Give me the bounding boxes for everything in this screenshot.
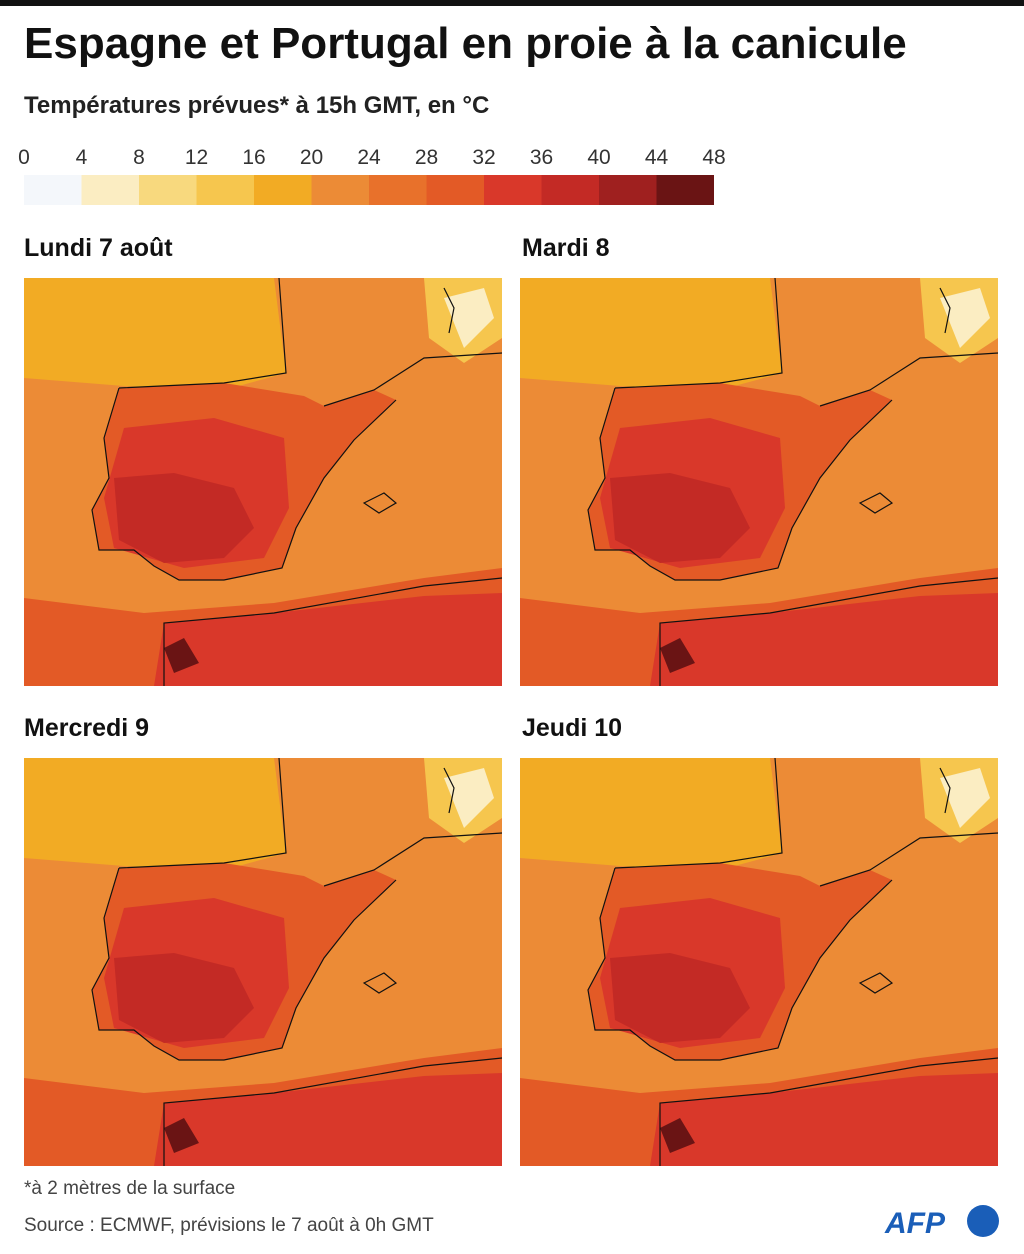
afp-logo: AFP bbox=[884, 1207, 946, 1240]
temperature-map bbox=[23, 277, 503, 687]
afp-logo-dot bbox=[967, 1205, 999, 1237]
map-panels: Lundi 7 août Mardi 8 Mercredi 9 Jeudi 10 bbox=[23, 234, 999, 1167]
legend-swatch bbox=[541, 175, 599, 205]
legend-swatch bbox=[599, 175, 657, 205]
legend-swatch bbox=[196, 175, 254, 205]
legend-tick-label: 44 bbox=[645, 146, 669, 169]
legend-swatch bbox=[311, 175, 369, 205]
temperature-map bbox=[519, 277, 999, 687]
panel-title: Mardi 8 bbox=[522, 234, 610, 262]
temperature-map bbox=[519, 757, 999, 1167]
panel-title: Jeudi 10 bbox=[522, 714, 622, 742]
top-bar bbox=[0, 0, 1024, 6]
legend-swatch bbox=[81, 175, 139, 205]
legend: 0 4 8 12 16 20 24 28 32 36 40 44 48 bbox=[18, 146, 726, 205]
legend-swatch bbox=[656, 175, 714, 205]
legend-tick-label: 32 bbox=[472, 146, 495, 169]
legend-swatch bbox=[254, 175, 312, 205]
legend-tick-label: 40 bbox=[587, 146, 610, 169]
legend-swatch bbox=[139, 175, 197, 205]
title: Espagne et Portugal en proie à la canicu… bbox=[24, 19, 907, 68]
legend-tick-label: 20 bbox=[300, 146, 323, 169]
legend-tick-label: 4 bbox=[76, 146, 88, 169]
footnote: *à 2 mètres de la surface bbox=[24, 1178, 235, 1199]
source: Source : ECMWF, prévisions le 7 août à 0… bbox=[24, 1215, 434, 1236]
legend-tick-label: 0 bbox=[18, 146, 30, 169]
legend-tick-label: 24 bbox=[357, 146, 381, 169]
temperature-map bbox=[23, 757, 503, 1167]
legend-tick-label: 48 bbox=[702, 146, 725, 169]
legend-tick-label: 36 bbox=[530, 146, 553, 169]
panel-title: Mercredi 9 bbox=[24, 714, 149, 742]
legend-swatch bbox=[484, 175, 542, 205]
legend-tick-label: 28 bbox=[415, 146, 438, 169]
legend-tick-label: 16 bbox=[242, 146, 265, 169]
subtitle: Températures prévues* à 15h GMT, en °C bbox=[24, 92, 489, 119]
legend-swatch bbox=[426, 175, 484, 205]
legend-tick-label: 8 bbox=[133, 146, 145, 169]
legend-swatch bbox=[369, 175, 427, 205]
legend-swatch bbox=[24, 175, 82, 205]
panel-title: Lundi 7 août bbox=[24, 234, 173, 262]
legend-tick-label: 12 bbox=[185, 146, 208, 169]
